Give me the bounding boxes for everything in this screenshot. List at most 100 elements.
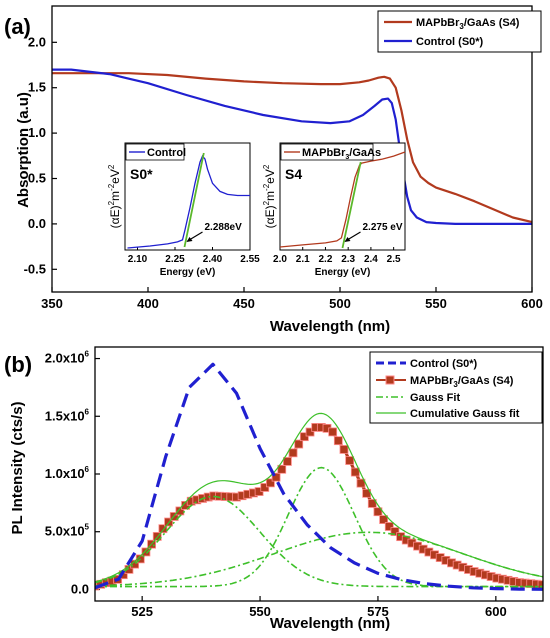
- x-tick-label: 575: [367, 604, 389, 619]
- y-tick-label: 0.0: [28, 216, 46, 231]
- legend-mapbbr-label: MAPbBr3/GaAs (S4): [416, 17, 520, 31]
- pl-data-marker: [158, 524, 168, 534]
- panel-a-series-lines: [52, 68, 533, 225]
- inset-legend: Control: [125, 143, 186, 161]
- pl-data-marker: [350, 467, 360, 477]
- inset-x-tick-label: 2.4: [364, 254, 378, 265]
- bandgap-label: 2.288eV: [205, 222, 243, 233]
- series-mapbbr-absorption-line: [52, 72, 533, 224]
- x-tick-label: 550: [425, 296, 447, 311]
- bandgap-label: 2.275 eV: [363, 222, 403, 233]
- y-tick-label: 0.0: [71, 581, 89, 596]
- x-tick-label: 450: [233, 296, 255, 311]
- pl-data-marker: [260, 483, 270, 492]
- panel-b-y-tick-labels: 0.0 5.0x105 1.0x106 1.5x106 2.0x106: [45, 350, 90, 597]
- panel-a-insets: 2.10 2.25 2.40 2.55 Energy (eV) (αE)2m-2eV2 S0…: [107, 142, 406, 278]
- pl-data-marker: [288, 448, 298, 458]
- pl-data-marker: [339, 445, 349, 454]
- panel-a-legend: MAPbBr3/GaAs (S4) Control (S0*): [377, 10, 542, 53]
- legend-control-pl-label: Control (S0*): [410, 358, 478, 370]
- x-tick-label: 500: [329, 296, 351, 311]
- legend-mapbbr-pl-marker: [385, 375, 395, 385]
- inset-s0star: 2.10 2.25 2.40 2.55 Energy (eV) (αE)2m-2eV2 S0…: [107, 142, 260, 278]
- panel-b-legend: Control (S0*) MAPbBr3/GaAs (S4) Gauss Fi…: [369, 351, 543, 424]
- inset-linear-fit-line: [183, 152, 205, 248]
- panel-a-legend-box: [377, 10, 542, 53]
- legend-cumulative-fit-label: Cumulative Gauss fit: [410, 408, 520, 420]
- inset-x-tick-label: 2.5: [387, 254, 401, 265]
- y-tick-label: 1.0x106: [45, 465, 90, 481]
- panel-a-x-axis-title: Wavelength (nm): [270, 318, 390, 335]
- legend-control-label: Control (S0*): [416, 36, 484, 48]
- legend-mapbbr-pl-label: MAPbBr3/GaAs (S4): [410, 375, 514, 389]
- inset-x-tick-label: 2.3: [341, 254, 355, 265]
- gauss-fit-peak-2: [95, 466, 543, 588]
- pl-data-marker: [373, 507, 383, 517]
- inset-linear-fit-line: [341, 161, 362, 249]
- y-tick-label: 2.0x106: [45, 350, 90, 366]
- pl-data-marker: [345, 456, 355, 465]
- x-tick-label: 550: [249, 604, 271, 619]
- inset-x-tick-label: 2.55: [240, 254, 260, 265]
- inset-x-tick-label: 2.2: [319, 254, 333, 265]
- pl-data-marker: [333, 436, 343, 446]
- inset-x-tick-label: 2.1: [296, 254, 310, 265]
- series-control-pl-line: [95, 362, 543, 591]
- panel-b-y-axis-title: PL Intensity (cts/s): [9, 401, 26, 534]
- inset-x-tick-label: 2.0: [273, 254, 287, 265]
- inset-y-axis-title: (αE)2m-2eV2: [107, 164, 122, 228]
- pl-data-marker: [141, 547, 151, 557]
- cumulative-gauss-fit-line: [95, 412, 543, 583]
- pl-data-marker: [283, 457, 292, 466]
- x-tick-label: 600: [521, 296, 543, 311]
- inset-x-axis-title: Energy (eV): [315, 267, 371, 278]
- panel-a-y-tick-labels: -0.5 0.0 0.5 1.0 1.5 2.0: [24, 34, 46, 276]
- panel-a-plot-frame: [51, 5, 533, 293]
- panel-b-plot-area: [95, 362, 543, 591]
- pl-data-marker: [384, 522, 394, 531]
- y-tick-label: 2.0: [28, 34, 46, 49]
- x-tick-label: 350: [41, 296, 63, 311]
- pl-data-marker: [328, 427, 338, 437]
- legend-gauss-fit-label: Gauss Fit: [410, 392, 460, 404]
- panel-b-pl-chart: (b) 525 550 575 600 0.0 5.0x105 1.0x106 1.5x10…: [4, 346, 544, 632]
- x-tick-label: 600: [485, 604, 507, 619]
- pl-data-marker: [390, 527, 400, 536]
- pl-data-marker: [294, 439, 304, 449]
- bandgap-arrowhead: [186, 237, 193, 242]
- y-tick-label: 0.5: [28, 171, 46, 186]
- panel-a-y-axis-title: Absorption (a.u): [15, 92, 32, 208]
- inset-legend-label: Control: [147, 147, 186, 159]
- bandgap-arrowhead: [344, 237, 351, 242]
- pl-data-marker: [266, 478, 275, 488]
- pl-data-marker: [271, 472, 281, 482]
- pl-data-marker: [537, 580, 543, 590]
- gauss-fit-peak-3: [95, 531, 543, 587]
- inset-x-tick-label: 2.40: [203, 254, 223, 265]
- panel-b-plot-frame: [94, 346, 544, 602]
- panel-a-x-tick-labels: 350 400 450 500 550 600: [41, 296, 543, 311]
- inset-x-tick-label: 2.10: [128, 254, 148, 265]
- inset-s4: 2.0 2.1 2.2 2.3 2.4 2.5 Energy (eV) (αE)2m-2eV2…: [262, 142, 406, 278]
- panel-b-x-tick-labels: 525 550 575 600: [131, 604, 506, 619]
- panel-b-legend-box: [369, 351, 543, 424]
- series-control-absorption-line: [52, 68, 532, 225]
- y-tick-label: 1.0: [28, 125, 46, 140]
- panel-a-absorption-chart: (a) 2.10 2.25 2.40 2.55 Energy (eV) (αE)2m-2e…: [4, 5, 543, 335]
- x-tick-label: 400: [137, 296, 159, 311]
- inset-sample-tag: S0*: [130, 166, 153, 182]
- series-mapbbr-pl-markers: [95, 423, 543, 591]
- inset-legend-label: MAPbBr3/GaAs: [302, 147, 381, 161]
- panel-b-x-axis-title: Wavelength (nm): [270, 615, 390, 632]
- series-mapbbr-pl-line: [95, 425, 543, 588]
- y-tick-label: 1.5: [28, 80, 46, 95]
- inset-legend-box: [125, 143, 185, 161]
- inset-sample-tag: S4: [285, 166, 302, 182]
- inset-x-axis-title: Energy (eV): [160, 267, 216, 278]
- inset-legend-box: [280, 143, 374, 161]
- inset-y-axis-title: (αE)2m-2eV2: [262, 164, 277, 228]
- pl-data-marker: [305, 427, 315, 437]
- y-tick-label: 1.5x106: [45, 407, 90, 423]
- pl-data-marker: [299, 432, 309, 442]
